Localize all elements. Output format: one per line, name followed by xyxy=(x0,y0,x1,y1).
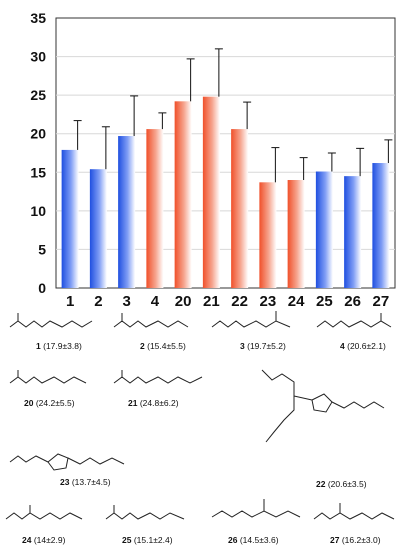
x-tick-label: 1 xyxy=(66,293,74,310)
x-tick-label: 4 xyxy=(151,293,160,310)
compound-label-20: 20 (24.2±5.5) xyxy=(24,398,75,408)
compound-value: (24.8±6.2) xyxy=(139,398,179,408)
plot-area xyxy=(55,17,396,289)
bar-25 xyxy=(315,171,333,288)
bar-21 xyxy=(202,96,220,288)
compound-number: 1 xyxy=(36,341,41,351)
structure-21-image xyxy=(113,370,203,384)
x-tick-label: 20 xyxy=(175,293,192,310)
y-tick-label: 0 xyxy=(38,280,46,296)
y-tick-label: 5 xyxy=(38,241,46,257)
compound-value: (14±2.9) xyxy=(33,535,66,545)
compound-label-25: 25 (15.1±2.4) xyxy=(122,535,173,545)
x-tick-label: 3 xyxy=(122,293,130,310)
y-tick-label: 30 xyxy=(30,49,46,65)
y-tick-label: 10 xyxy=(30,203,46,219)
structure-3-image xyxy=(211,311,291,328)
compound-number: 20 xyxy=(24,398,34,408)
bar-22 xyxy=(231,129,249,288)
y-tick-label: 20 xyxy=(30,126,46,142)
compound-number: 21 xyxy=(128,398,138,408)
compound-label-27: 27 (16.2±3.0) xyxy=(330,535,381,545)
compound-value: (17.9±3.8) xyxy=(43,341,82,351)
structure-24-image xyxy=(5,505,83,520)
structure-27-image xyxy=(313,503,395,520)
x-tick-label: 23 xyxy=(260,293,277,310)
compound-structures: 1 (17.9±3.8) 2 (15.4±5.5) 3 (19.7±5.2) 4… xyxy=(0,305,413,550)
structure-26-image xyxy=(211,499,301,518)
compound-value: (24.2±5.5) xyxy=(35,398,75,408)
compound-label-3: 3 (19.7±5.2) xyxy=(240,341,286,351)
structure-22-image xyxy=(261,369,385,443)
bar-23 xyxy=(259,182,277,288)
compound-value: (19.7±5.2) xyxy=(247,341,286,351)
bar-4 xyxy=(146,129,164,288)
y-tick-label: 15 xyxy=(30,164,46,180)
structure-4-image xyxy=(316,313,392,328)
compound-value: (15.4±5.5) xyxy=(147,341,186,351)
compound-number: 24 xyxy=(22,535,32,545)
x-tick-label: 26 xyxy=(344,293,361,310)
bar-24 xyxy=(287,180,305,288)
x-tick-label: 27 xyxy=(373,293,390,310)
x-tick-label: 21 xyxy=(203,293,220,310)
structure-23-image xyxy=(9,453,125,471)
y-tick-label: 35 xyxy=(30,10,46,26)
bar-27 xyxy=(372,163,390,288)
compound-number: 2 xyxy=(140,341,145,351)
compound-value: (20.6±2.1) xyxy=(347,341,386,351)
x-tick-label: 22 xyxy=(231,293,248,310)
compound-number: 3 xyxy=(240,341,245,351)
compound-value: (15.1±2.4) xyxy=(133,535,173,545)
compound-label-1: 1 (17.9±3.8) xyxy=(36,341,82,351)
compound-label-26: 26 (14.5±3.6) xyxy=(228,535,279,545)
x-axis-ticks: 1 2 3 4 20 21 22 23 24 25 26 27 xyxy=(66,293,389,310)
bar-3 xyxy=(118,136,136,288)
compound-label-23: 23 (13.7±4.5) xyxy=(60,477,111,487)
compound-number: 4 xyxy=(340,341,345,351)
compound-number: 27 xyxy=(330,535,340,545)
structure-1-image xyxy=(9,313,93,328)
y-axis-ticks: 0 5 10 15 20 25 30 35 xyxy=(30,10,46,296)
compound-label-24: 24 (14±2.9) xyxy=(22,535,65,545)
bars xyxy=(61,96,390,288)
compound-label-22: 22 (20.6±3.5) xyxy=(316,479,367,489)
x-tick-label: 24 xyxy=(288,293,305,310)
bar-2 xyxy=(89,169,107,288)
bar-1 xyxy=(61,149,79,288)
compound-number: 23 xyxy=(60,477,70,487)
compound-number: 25 xyxy=(122,535,132,545)
bar-26 xyxy=(344,176,362,288)
compound-value: (14.5±3.6) xyxy=(239,535,279,545)
compound-label-4: 4 (20.6±2.1) xyxy=(340,341,386,351)
compound-label-21: 21 (24.8±6.2) xyxy=(128,398,179,408)
structure-25-image xyxy=(105,505,185,520)
x-tick-label: 25 xyxy=(316,293,333,310)
compound-value: (16.2±3.0) xyxy=(341,535,381,545)
compound-number: 26 xyxy=(228,535,238,545)
error-bars xyxy=(73,48,393,183)
compound-value: (13.7±4.5) xyxy=(71,477,111,487)
y-tick-label: 25 xyxy=(30,87,46,103)
compound-number: 22 xyxy=(316,479,326,489)
bar-20 xyxy=(174,101,192,288)
x-tick-label: 2 xyxy=(94,293,102,310)
structure-20-image xyxy=(9,370,87,384)
structure-2-image xyxy=(113,313,189,328)
compound-label-2: 2 (15.4±5.5) xyxy=(140,341,186,351)
compound-value: (20.6±3.5) xyxy=(327,479,367,489)
gridlines xyxy=(56,56,395,250)
